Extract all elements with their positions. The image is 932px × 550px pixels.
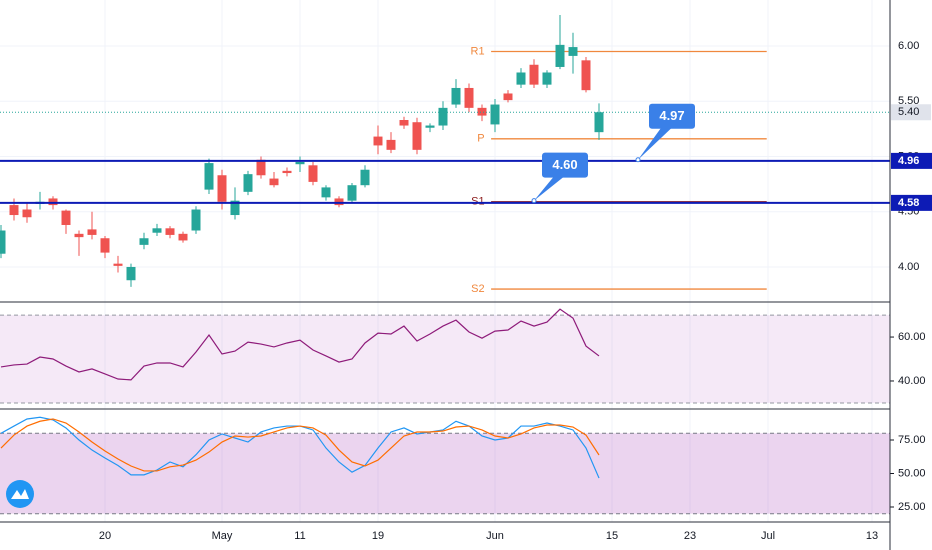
- candle-body: [74, 233, 84, 238]
- candle-body: [256, 159, 266, 176]
- candle-body: [178, 233, 188, 241]
- candle-body: [100, 238, 110, 253]
- candle-body: [542, 72, 552, 85]
- x-tick-label: May: [212, 530, 233, 542]
- candle-body: [555, 44, 565, 67]
- candle-body: [373, 136, 383, 146]
- x-tick-label: 19: [372, 530, 384, 542]
- price-tag-label: 4.58: [898, 197, 919, 209]
- candle-body: [282, 170, 292, 174]
- candle-body: [191, 209, 201, 231]
- candle-body: [87, 229, 97, 235]
- stoch-band: [0, 433, 890, 514]
- candle-body: [152, 228, 162, 233]
- price-tag-label: 4.96: [898, 155, 919, 167]
- candle-body: [477, 107, 487, 116]
- rsi-band: [0, 315, 890, 403]
- y-tick-label: 40.00: [898, 375, 926, 387]
- pivot-label: S1: [471, 196, 484, 208]
- candle-body: [581, 60, 591, 91]
- candle-body: [464, 87, 474, 108]
- candle-body: [412, 122, 422, 150]
- x-tick-label: Jul: [761, 530, 775, 542]
- candle-body: [516, 72, 526, 85]
- pivot-label: R1: [471, 45, 485, 57]
- y-tick-label: 75.00: [898, 434, 926, 446]
- candle-body: [48, 198, 58, 206]
- stoch-line: [0, 418, 600, 472]
- candle-body: [399, 120, 409, 126]
- x-tick-label: 20: [99, 530, 111, 542]
- callout-pointer: [638, 123, 676, 160]
- candle-body: [308, 165, 318, 182]
- candle-body: [165, 228, 175, 235]
- y-tick-label: 4.00: [898, 261, 919, 273]
- candle-body: [490, 104, 500, 125]
- candle-body: [230, 200, 240, 216]
- y-tick-label: 6.00: [898, 40, 919, 52]
- x-tick-label: 15: [606, 530, 618, 542]
- candle-body: [295, 161, 305, 165]
- candle-body: [113, 263, 123, 266]
- callout-pointer: [534, 172, 569, 201]
- candle-body: [334, 198, 344, 206]
- candle-body: [568, 47, 578, 56]
- candle-body: [9, 205, 19, 216]
- pivot-label: S2: [471, 283, 484, 295]
- candle-body: [425, 125, 435, 128]
- candle-body: [243, 174, 253, 192]
- candle-body: [126, 266, 136, 281]
- y-tick-label: 60.00: [898, 331, 926, 343]
- callout-point: [635, 157, 641, 163]
- callout-label: 4.60: [552, 157, 577, 172]
- candle-body: [217, 175, 227, 202]
- candle-body: [451, 87, 461, 105]
- candle-body: [503, 93, 513, 101]
- callout-label: 4.97: [659, 108, 684, 123]
- y-tick-label: 5.50: [898, 95, 919, 107]
- candle-body: [594, 112, 604, 133]
- candle-body: [529, 64, 539, 85]
- candle-body: [321, 187, 331, 198]
- callout-point: [531, 198, 537, 204]
- candle-body: [22, 209, 32, 218]
- callout-box: [542, 152, 588, 178]
- y-tick-label: 50.00: [898, 467, 926, 479]
- candle-body: [386, 139, 396, 150]
- price-tag: [891, 152, 932, 169]
- rsi-line: [0, 308, 600, 381]
- price-tag: [891, 194, 932, 211]
- logo-mark: [11, 489, 29, 499]
- candle-body: [204, 163, 214, 190]
- x-tick-label: 23: [684, 530, 696, 542]
- x-tick-label: Jun: [486, 530, 504, 542]
- pivot-label: P: [477, 133, 484, 145]
- x-tick-label: 13: [866, 530, 878, 542]
- x-tick-label: 11: [294, 530, 305, 542]
- candle-body: [61, 210, 71, 225]
- candle-body: [438, 107, 448, 126]
- candle-body: [360, 169, 370, 186]
- last-price-label: 5.40: [898, 106, 919, 118]
- candle-body: [269, 178, 279, 186]
- last-price-tag: [891, 104, 931, 121]
- candle-body: [0, 230, 6, 254]
- candle-body: [347, 185, 357, 201]
- callout-box: [649, 103, 695, 129]
- logo: [6, 480, 34, 508]
- y-tick-label: 25.00: [898, 501, 926, 513]
- candle-body: [139, 238, 149, 245]
